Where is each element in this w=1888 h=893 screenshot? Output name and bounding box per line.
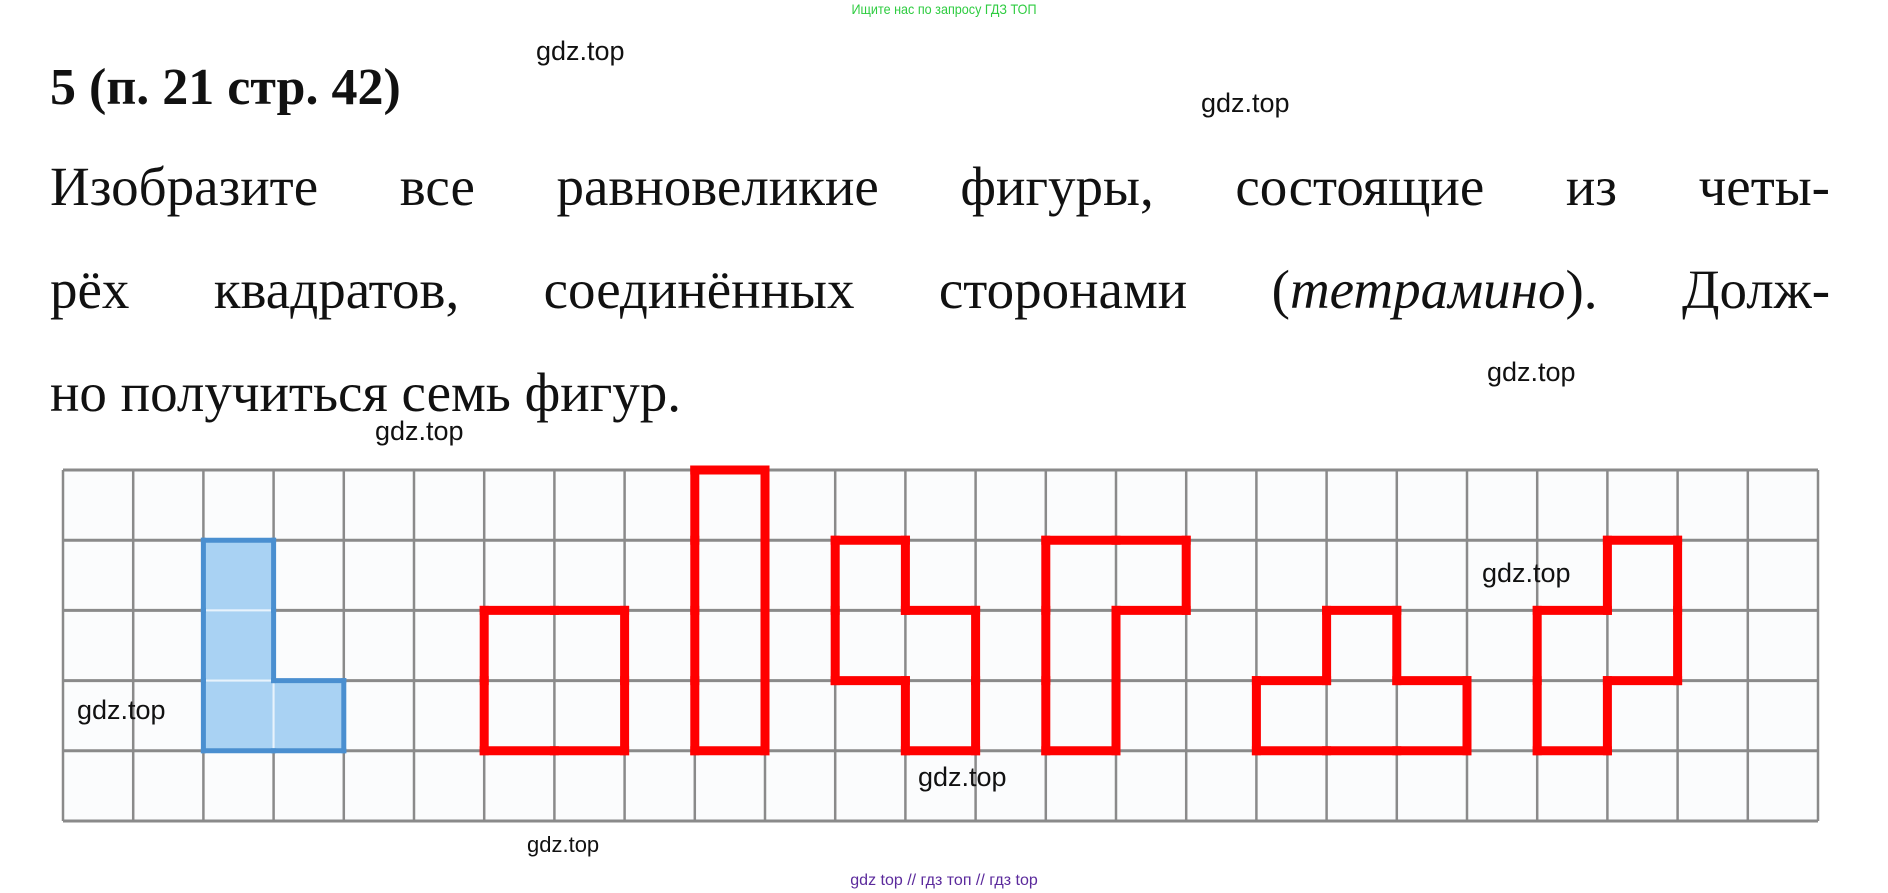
task-text-line-3: но получиться семь фигур. [50, 362, 682, 423]
task-title: 5 (п. 21 стр. 42) [50, 59, 401, 116]
given-cell [272, 679, 345, 752]
given-cell [202, 609, 275, 682]
watermark: gdz.top [527, 832, 600, 857]
task-text-line-2-end: ). Долж- [1565, 259, 1831, 320]
task-text-term: тетрамино [1289, 259, 1566, 320]
task-text-line-1: Изобразите все равновеликие фигуры, сост… [50, 156, 1830, 217]
watermark: gdz.top [77, 695, 166, 725]
square-tetromino [479, 605, 630, 756]
given-cell [202, 679, 275, 752]
i-tetromino [690, 465, 770, 756]
watermark: gdz.top [1482, 558, 1571, 588]
watermark: gdz.top [1201, 88, 1290, 118]
given-l-tetromino [200, 537, 347, 754]
given-cell [202, 539, 275, 612]
footer-links: gdz top // гдз топ // гдз top [850, 872, 1038, 889]
j-tetromino [1041, 535, 1191, 756]
task-text-line-2: рёх квадратов, соединённых сторонами (те… [50, 258, 1830, 321]
search-hint-banner: Ищите нас по запросу ГДЗ ТОП [851, 1, 1037, 17]
t-tetromino [1251, 605, 1472, 756]
task-text-line-2-start: рёх квадратов, соединённых сторонами ( [50, 259, 1290, 320]
s-tetromino [830, 535, 981, 756]
watermark: gdz.top [375, 416, 464, 446]
watermark: gdz.top [536, 36, 625, 66]
grid-background [63, 470, 1818, 821]
watermark: gdz.top [1487, 357, 1576, 387]
z-tetromino [1532, 535, 1683, 756]
watermark: gdz.top [918, 762, 1007, 792]
